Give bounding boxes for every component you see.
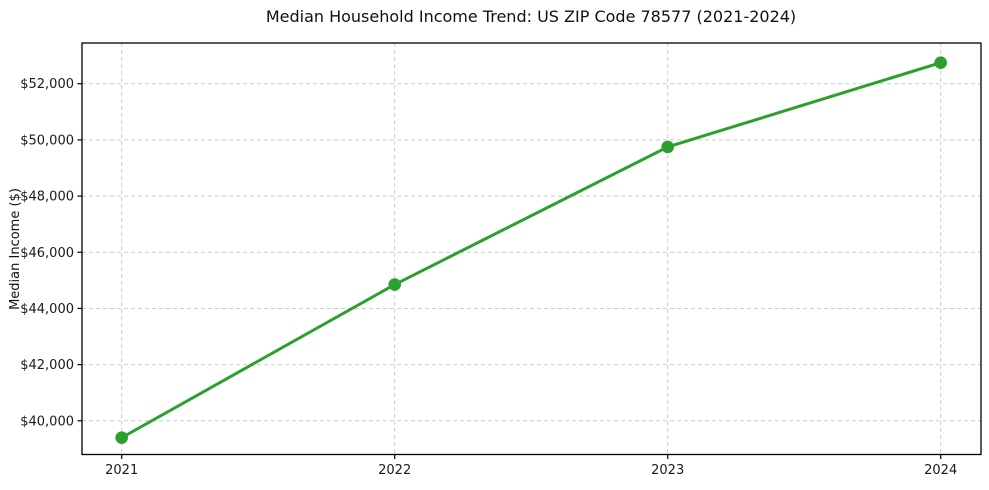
y-tick-label: $52,000 — [20, 77, 74, 92]
y-axis-label: Median Income ($) — [8, 188, 23, 310]
y-tick-label: $40,000 — [20, 414, 74, 429]
chart-title: Median Household Income Trend: US ZIP Co… — [266, 7, 796, 26]
data-point-2021 — [115, 431, 128, 444]
income-trend-line — [120, 61, 943, 440]
x-tick-label: 2022 — [378, 463, 411, 478]
plot-border — [81, 42, 982, 456]
x-tick-label: 2024 — [924, 463, 957, 478]
y-tick-label: $48,000 — [20, 190, 74, 205]
y-tick-label: $50,000 — [20, 133, 74, 148]
data-point-2023 — [661, 140, 674, 154]
data-point-2022 — [388, 278, 402, 291]
y-tick-label: $44,000 — [20, 302, 74, 317]
y-tick-label: $46,000 — [20, 246, 74, 261]
x-tick-label: 2023 — [651, 463, 684, 478]
plot-layer: $40,000 $42,000 $44,000 $46,000 $48,000 $50,0… — [20, 42, 982, 478]
x-tick-label: 2021 — [105, 463, 138, 478]
data-point-2024 — [934, 56, 947, 69]
y-tick-label: $42,000 — [20, 358, 74, 373]
